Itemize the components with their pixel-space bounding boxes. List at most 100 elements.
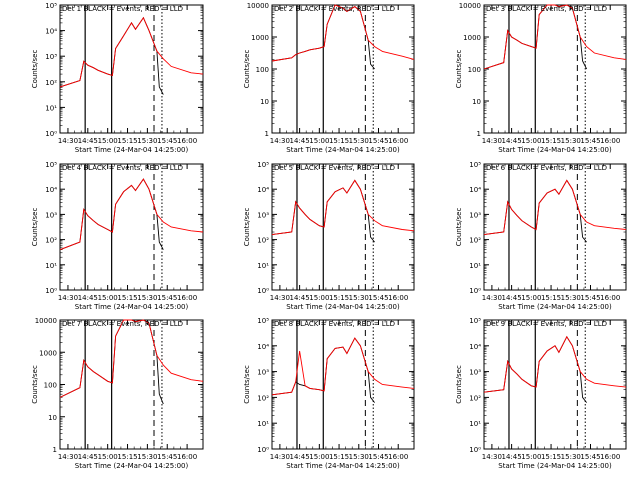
- y-tick-label: 1: [265, 130, 269, 138]
- x-tick-label: 15:15: [541, 137, 561, 145]
- y-tick-label: 10⁵: [45, 161, 57, 169]
- x-tick-label: 15:15: [117, 453, 137, 461]
- series-line-red: [271, 179, 415, 236]
- x-tick-label: 15:15: [541, 453, 561, 461]
- y-axis-label: Counts/sec: [243, 50, 251, 89]
- x-tick-label: 14:30: [482, 453, 502, 461]
- y-tick-label: 10: [472, 98, 481, 106]
- x-axis-label: Start Time (24-Mar-04 14:25:00): [75, 462, 189, 470]
- y-tick-label: 10¹: [45, 262, 57, 270]
- x-tick-label: 15:30: [561, 137, 581, 145]
- series-line-red: [271, 4, 415, 62]
- x-tick-label: 15:15: [329, 294, 349, 302]
- y-tick-label: 10⁵: [469, 161, 481, 169]
- x-tick-label: 15:00: [309, 137, 329, 145]
- y-tick-label: 10³: [45, 211, 57, 219]
- chart-title: Det 4 BLACK = Events, RED = LLD: [62, 164, 183, 172]
- x-tick-label: 15:45: [580, 294, 600, 302]
- plot-frame: [271, 163, 415, 291]
- x-axis-label: Start Time (24-Mar-04 14:25:00): [286, 146, 400, 154]
- x-tick-label: 15:15: [329, 453, 349, 461]
- series-line-red: [59, 178, 204, 251]
- x-tick-label: 14:30: [58, 453, 78, 461]
- series-line-red: [271, 337, 415, 396]
- series-line-red: [483, 335, 627, 393]
- x-tick-label: 14:45: [290, 137, 310, 145]
- y-axis-label: Counts/sec: [243, 208, 251, 247]
- y-tick-label: 10⁴: [257, 186, 269, 194]
- chart-title: Det 9 BLACK = Events, RED = LLD: [486, 320, 607, 328]
- y-tick-label: 1: [53, 446, 57, 454]
- series-line-red: [59, 16, 204, 88]
- y-axis-label: Counts/sec: [243, 365, 251, 404]
- x-tick-label: 15:15: [117, 137, 137, 145]
- x-tick-label: 15:00: [521, 294, 541, 302]
- series-line-red: [483, 4, 627, 70]
- x-tick-label: 15:45: [368, 294, 388, 302]
- x-tick-label: 15:00: [98, 294, 118, 302]
- y-axis-label: Counts/sec: [455, 365, 463, 404]
- x-tick-label: 15:30: [137, 294, 157, 302]
- x-tick-label: 14:45: [290, 294, 310, 302]
- x-tick-label: 14:30: [270, 453, 290, 461]
- x-axis-label: Start Time (24-Mar-04 14:25:00): [286, 462, 400, 470]
- y-tick-label: 10⁰: [257, 446, 269, 454]
- plot-frame: [483, 163, 627, 291]
- y-tick-label: 10¹: [257, 420, 269, 428]
- x-tick-label: 15:30: [349, 294, 369, 302]
- chart-title: Det 5 BLACK = Events, RED = LLD: [274, 164, 395, 172]
- x-tick-label: 14:45: [502, 294, 522, 302]
- x-tick-label: 14:45: [290, 453, 310, 461]
- x-tick-label: 14:30: [58, 294, 78, 302]
- x-tick-label: 15:45: [157, 294, 177, 302]
- x-axis-label: Start Time (24-Mar-04 14:25:00): [498, 462, 612, 470]
- x-tick-label: 16:00: [600, 137, 620, 145]
- x-tick-label: 14:45: [502, 453, 522, 461]
- plot-frame: [59, 4, 204, 134]
- y-tick-label: 10⁰: [469, 287, 481, 295]
- y-tick-label: 1000: [251, 34, 269, 42]
- x-tick-label: 15:45: [580, 137, 600, 145]
- y-tick-label: 10⁴: [469, 343, 481, 351]
- y-tick-label: 10³: [469, 369, 481, 377]
- series-line-red: [483, 179, 627, 236]
- y-tick-label: 10000: [459, 2, 481, 10]
- detector-panel-3: 1 10 100 1000 10000 14:30 14:45 15:00 15:15 15:30…: [455, 2, 627, 154]
- x-tick-label: 16:00: [388, 294, 408, 302]
- chart-title: Det 8 BLACK = Events, RED = LLD: [274, 320, 395, 328]
- x-tick-label: 15:00: [521, 453, 541, 461]
- x-tick-label: 16:00: [600, 453, 620, 461]
- y-axis-label: Counts/sec: [31, 365, 39, 404]
- x-axis-label: Start Time (24-Mar-04 14:25:00): [498, 303, 612, 311]
- chart-title: Det 7 BLACK = Events, RED = LLD: [62, 320, 183, 328]
- x-tick-label: 15:30: [137, 453, 157, 461]
- x-tick-label: 15:45: [157, 137, 177, 145]
- plot-frame: [271, 319, 415, 450]
- x-tick-label: 15:45: [368, 137, 388, 145]
- chart-title: Det 3 BLACK = Events, RED = LLD: [486, 5, 607, 13]
- x-tick-label: 15:00: [309, 453, 329, 461]
- y-tick-label: 10000: [35, 317, 57, 325]
- y-tick-label: 10¹: [257, 262, 269, 270]
- x-tick-label: 14:45: [78, 137, 98, 145]
- y-tick-label: 10⁵: [257, 317, 269, 325]
- detector-panel-7: 1 10 100 1000 10000 14:30 14:45 15:00 15:15 15:30…: [31, 317, 204, 470]
- y-tick-label: 10⁰: [45, 130, 57, 138]
- y-tick-label: 100: [256, 66, 269, 74]
- x-tick-label: 14:30: [270, 294, 290, 302]
- y-axis-label: Counts/sec: [31, 50, 39, 89]
- y-tick-label: 10: [260, 98, 269, 106]
- y-tick-label: 10⁴: [45, 186, 57, 194]
- y-tick-label: 100: [44, 382, 57, 390]
- x-tick-label: 16:00: [177, 137, 197, 145]
- y-tick-label: 10⁰: [469, 446, 481, 454]
- x-axis-label: Start Time (24-Mar-04 14:25:00): [286, 303, 400, 311]
- y-tick-label: 10²: [45, 237, 57, 245]
- x-tick-label: 15:15: [329, 137, 349, 145]
- x-tick-label: 15:30: [561, 294, 581, 302]
